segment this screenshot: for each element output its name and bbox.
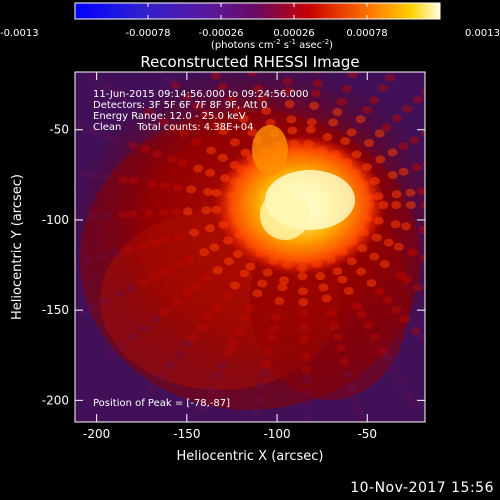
info-line-energy: Energy Range: 12.0 - 25.0 keV xyxy=(93,111,246,122)
colorbar-tick-label: 0.00078 xyxy=(346,28,387,39)
y-tick-label: -50 xyxy=(49,123,69,137)
axis-ticks: -200 -150 -100 -50 -50 -100 -150 -200 xyxy=(42,72,425,441)
colorbar-tick-label: 0.0013 xyxy=(465,28,500,39)
x-tick-label: -50 xyxy=(357,427,377,441)
peak-position-label: Position of Peak = [-78,-87] xyxy=(93,398,230,409)
y-tick-label: -200 xyxy=(42,393,69,407)
solar-image xyxy=(75,72,425,422)
colorbar-tick-label: -0.00026 xyxy=(199,28,244,39)
colorbar: -0.0013 -0.00078 -0.00026 0.00026 0.00078 0.0… xyxy=(0,2,500,51)
x-tick-label: -150 xyxy=(173,427,200,441)
colorbar-tick-label: -0.00078 xyxy=(126,28,171,39)
info-line-counts: Clean Total counts: 4.38E+04 xyxy=(93,122,253,133)
colorbar-unit-label: (photons cm-2 s-1 asec-2) xyxy=(211,38,333,51)
plot-frame xyxy=(74,71,426,423)
info-block: 11-Jun-2015 09:14:56.000 to 09:24:56.000… xyxy=(93,89,309,133)
x-tick-label: -200 xyxy=(83,427,110,441)
timestamp-footer: 10-Nov-2017 15:56 xyxy=(350,480,494,496)
colorbar-gradient xyxy=(74,2,441,20)
plot-title: Reconstructed RHESSI Image xyxy=(140,53,359,71)
info-line-detectors: Detectors: 3F 5F 6F 7F 8F 9F, Att 0 xyxy=(93,100,267,111)
info-line-time: 11-Jun-2015 09:14:56.000 to 09:24:56.000 xyxy=(93,89,309,100)
x-axis-label: Heliocentric X (arcsec) xyxy=(177,449,324,464)
y-axis-label: Heliocentric Y (arcsec) xyxy=(10,174,25,320)
colorbar-ticks: -0.0013 -0.00078 -0.00026 0.00026 0.00078 0.0… xyxy=(0,3,500,39)
y-tick-label: -100 xyxy=(42,213,69,227)
colorbar-tick-label: -0.0013 xyxy=(0,28,39,39)
x-tick-label: -100 xyxy=(263,427,290,441)
y-tick-label: -150 xyxy=(42,303,69,317)
colorbar-tick-label: 0.00026 xyxy=(273,28,314,39)
